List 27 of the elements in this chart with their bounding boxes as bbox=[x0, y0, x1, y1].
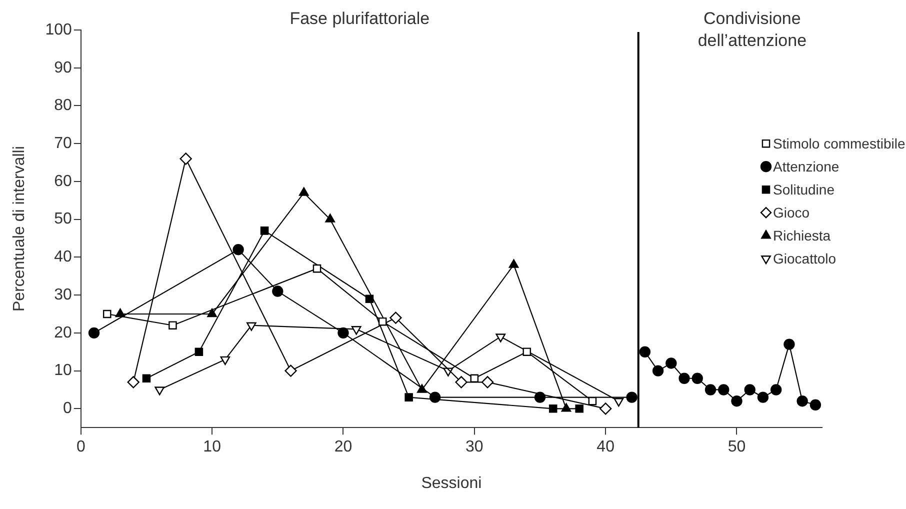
x-tick-label: 20 bbox=[334, 438, 352, 456]
y-tick-label: 40 bbox=[54, 248, 72, 266]
y-tick-label: 50 bbox=[54, 210, 72, 228]
y-tick-label: 100 bbox=[45, 21, 72, 38]
legend-label: Gioco bbox=[773, 204, 810, 220]
x-tick-label: 0 bbox=[76, 438, 86, 456]
legend-label: Solitudine bbox=[773, 181, 835, 198]
y-tick-label: 70 bbox=[54, 135, 72, 152]
x-tick-label: 40 bbox=[596, 438, 615, 456]
legend-label: Giocattolo bbox=[773, 250, 836, 266]
y-tick-label: 60 bbox=[54, 172, 72, 190]
legend-label: Stimolo commestibile bbox=[773, 135, 906, 152]
y-tick-label: 0 bbox=[62, 400, 72, 418]
x-tick-label: 30 bbox=[466, 438, 484, 456]
annotation: Condivisione dell’attenzione bbox=[698, 9, 807, 50]
y-tick-label: 90 bbox=[54, 59, 72, 76]
text: Fase plurifattoriale bbox=[290, 9, 430, 28]
x-tick-label: 50 bbox=[728, 438, 746, 456]
y-axis-title: Percentuale di intervalli bbox=[11, 146, 28, 312]
y-tick-label: 10 bbox=[54, 362, 72, 380]
x-tick-label: 10 bbox=[203, 438, 222, 456]
y-tick-label: 80 bbox=[54, 97, 72, 114]
x-axis-title: Sessioni bbox=[421, 474, 482, 492]
legend-label: Attenzione bbox=[773, 158, 840, 174]
legend-label: Richiesta bbox=[773, 227, 831, 244]
y-tick-label: 20 bbox=[54, 324, 72, 342]
y-tick-label: 30 bbox=[54, 286, 72, 304]
